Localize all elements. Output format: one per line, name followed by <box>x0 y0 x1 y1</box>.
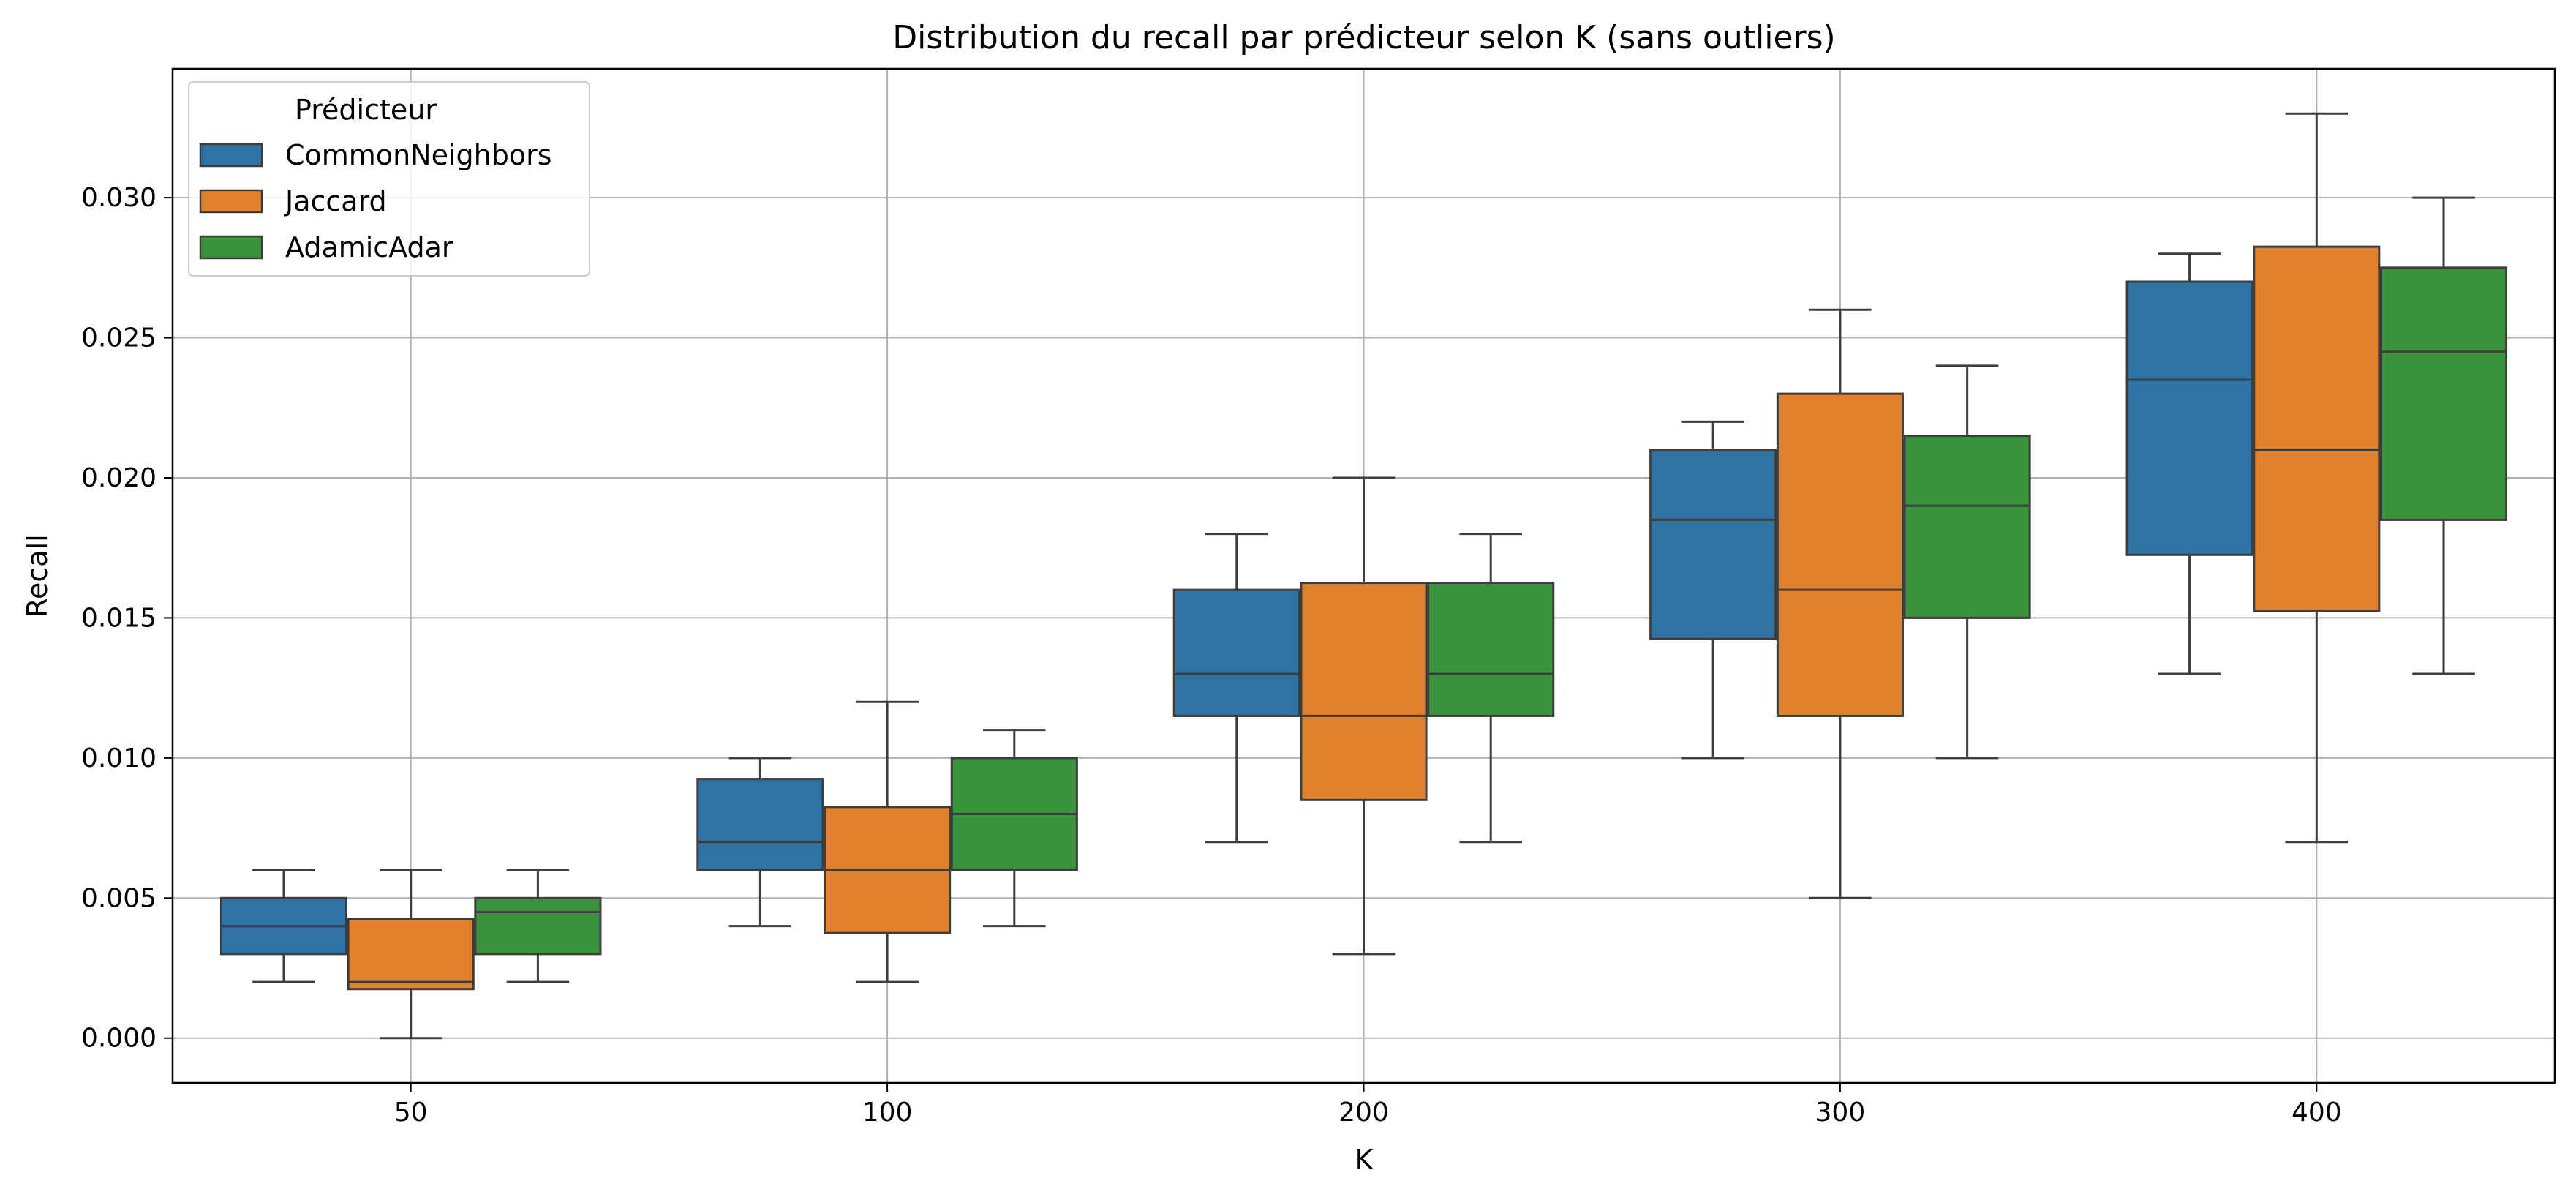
legend-title: Prédicteur <box>295 94 437 126</box>
iqr-box <box>2125 280 2253 556</box>
box-jaccard-50 <box>347 869 475 1040</box>
plot-area <box>219 112 2508 1040</box>
iqr-box <box>1903 435 2031 619</box>
legend-label-commonneighbors: CommonNeighbors <box>285 139 552 171</box>
box-commonneighbors-100 <box>696 757 824 928</box>
box-adamicadar-50 <box>474 869 602 983</box>
box-adamicadar-400 <box>2379 196 2508 675</box>
box-adamicadar-300 <box>1903 364 2031 760</box>
iqr-box <box>696 778 824 871</box>
iqr-box <box>347 918 475 991</box>
iqr-box <box>1427 582 1555 717</box>
box-adamicadar-200 <box>1427 533 1555 844</box>
y-axis-ticks: 0.000 0.005 0.010 0.015 0.020 0.025 0.030 <box>81 183 173 1054</box>
y-tick-label: 0.025 <box>81 323 157 353</box>
legend-frame <box>188 81 590 277</box>
y-tick-label: 0.005 <box>81 883 157 913</box>
legend-swatch-commonneighbors <box>199 143 263 168</box>
box-adamicadar-100 <box>950 729 1078 928</box>
legend-swatch-adamicadar <box>199 235 263 260</box>
y-tick-label: 0.000 <box>81 1024 157 1054</box>
legend: Prédicteur CommonNeighbors Jaccard AdamicA… <box>188 81 590 277</box>
iqr-box <box>1172 588 1300 717</box>
box-jaccard-300 <box>1776 308 1904 899</box>
y-axis-label: Recall <box>21 534 53 617</box>
legend-swatch-jaccard <box>199 189 263 214</box>
box-commonneighbors-200 <box>1172 533 1300 844</box>
iqr-box <box>2253 245 2381 612</box>
box-jaccard-200 <box>1300 476 1428 956</box>
y-tick-label: 0.020 <box>81 463 157 493</box>
y-tick-label: 0.015 <box>81 603 157 633</box>
x-tick-label: 300 <box>1815 1098 1866 1128</box>
box-commonneighbors-50 <box>219 869 348 983</box>
x-tick-label: 200 <box>1338 1098 1389 1128</box>
iqr-box <box>474 896 602 956</box>
chart-title: Distribution du recall par prédicteur se… <box>892 19 1835 56</box>
x-tick-label: 50 <box>394 1098 428 1128</box>
legend-label-adamicadar: AdamicAdar <box>285 231 453 263</box>
iqr-box <box>2379 266 2508 521</box>
iqr-box <box>1776 392 1904 717</box>
iqr-box <box>1649 449 1777 640</box>
box-jaccard-400 <box>2253 112 2381 844</box>
iqr-box <box>1300 582 1428 801</box>
y-tick-label: 0.030 <box>81 183 157 213</box>
box-commonneighbors-300 <box>1649 420 1777 760</box>
box-jaccard-100 <box>824 700 952 983</box>
x-tick-label: 100 <box>862 1098 913 1128</box>
y-tick-label: 0.010 <box>81 743 157 773</box>
x-axis-ticks: 50 100 200 300 400 <box>394 1083 2342 1128</box>
legend-label-jaccard: Jaccard <box>284 185 387 217</box>
x-tick-label: 400 <box>2291 1098 2342 1128</box>
x-axis-label: K <box>1355 1144 1374 1176</box>
box-commonneighbors-400 <box>2125 252 2253 675</box>
